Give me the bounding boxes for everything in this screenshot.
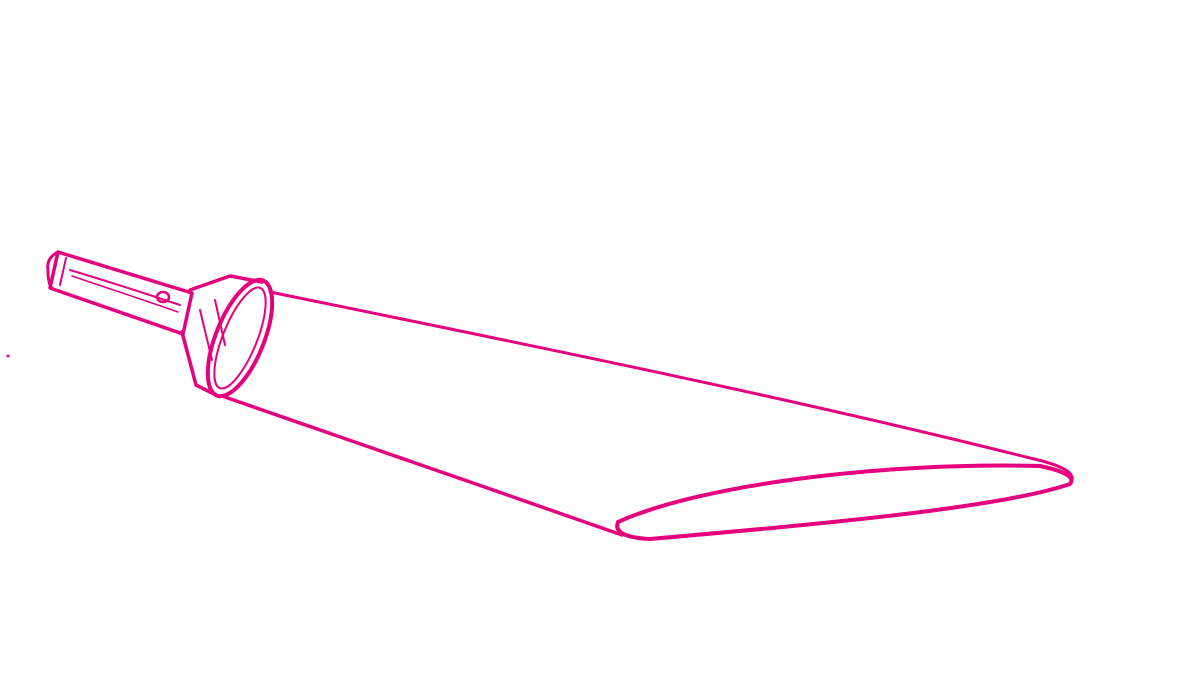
handle-cap-line <box>59 257 67 286</box>
ink-dot <box>6 354 10 358</box>
light-pool <box>615 463 1074 541</box>
handle-grip-line <box>71 275 179 313</box>
beam-top-edge <box>268 290 1074 482</box>
head-shading <box>199 309 213 361</box>
lens-rim <box>205 277 275 399</box>
handle-grip-line <box>69 269 181 306</box>
beam-bottom-edge <box>220 394 624 537</box>
head-shading <box>214 299 226 346</box>
switch-button <box>155 290 171 304</box>
handle-end-cap <box>46 250 60 290</box>
lens <box>213 286 267 390</box>
